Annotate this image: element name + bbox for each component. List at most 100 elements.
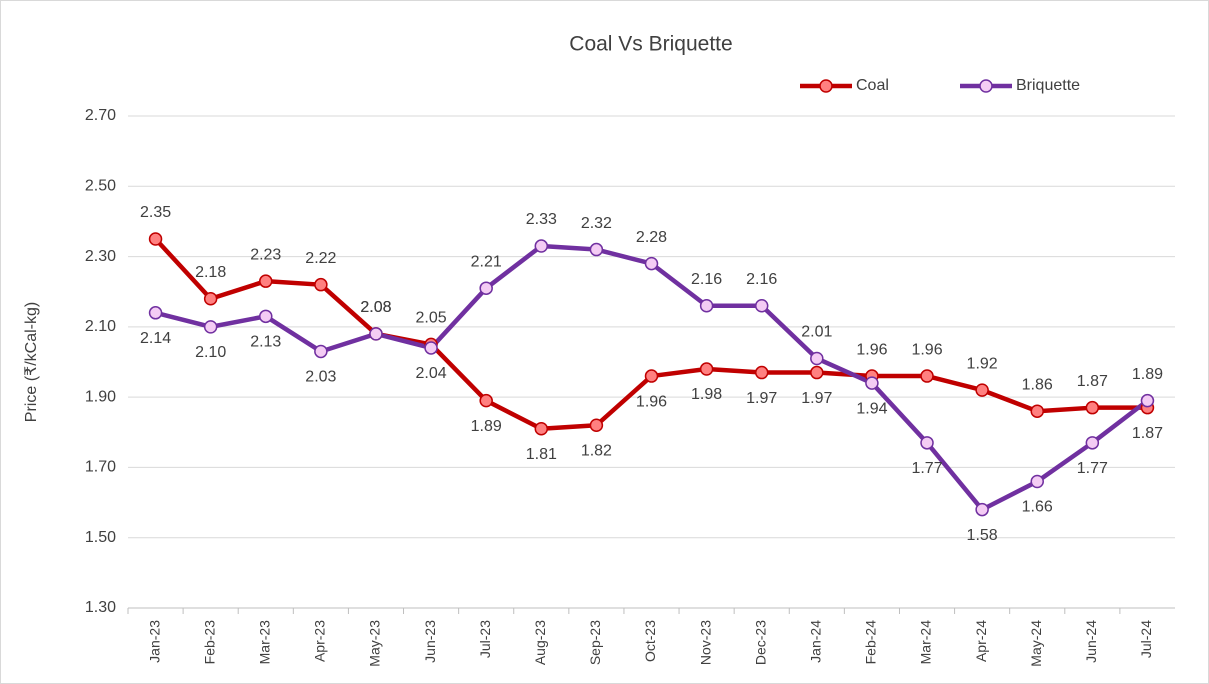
data-label: 1.89	[471, 418, 502, 435]
marker	[975, 502, 989, 517]
x-tick-label: Mar-23	[256, 620, 272, 665]
data-label: 2.08	[360, 299, 391, 316]
data-label: 1.87	[1132, 425, 1163, 442]
marker	[259, 274, 273, 288]
marker	[920, 369, 934, 383]
marker	[810, 351, 824, 366]
x-tick-label: Dec-23	[752, 620, 768, 665]
marker	[589, 242, 604, 257]
data-label: 2.13	[250, 334, 281, 351]
marker	[1030, 474, 1044, 489]
data-label: 2.08	[360, 299, 391, 316]
data-label: 2.35	[140, 204, 171, 221]
data-label: 1.94	[856, 400, 887, 417]
data-label: 1.77	[911, 460, 942, 477]
marker	[369, 327, 383, 341]
x-tick-label: Aug-23	[532, 620, 548, 665]
marker	[259, 309, 273, 324]
x-tick-label: Jan-24	[808, 620, 824, 663]
y-tick-label: 2.50	[85, 178, 116, 195]
marker	[699, 299, 714, 313]
data-label: 1.98	[691, 386, 722, 403]
x-tick-label: Jul-24	[1138, 620, 1154, 658]
data-label: 1.92	[967, 355, 998, 372]
y-tick-label: 1.90	[85, 388, 116, 405]
data-label: 2.16	[691, 271, 722, 288]
data-label: 2.28	[636, 229, 667, 246]
data-label: 1.96	[856, 341, 887, 358]
data-label: 2.21	[471, 253, 502, 270]
marker	[534, 239, 549, 253]
marker	[148, 306, 163, 320]
legend-label: Coal	[856, 77, 889, 94]
marker	[754, 365, 769, 380]
x-tick-label: Feb-24	[863, 620, 879, 665]
data-label: 1.97	[801, 390, 832, 407]
x-tick-label: Jun-23	[422, 620, 438, 663]
x-tick-label: Apr-24	[973, 620, 989, 662]
marker	[424, 341, 438, 355]
legend-marker	[819, 79, 833, 93]
data-label: 1.97	[746, 390, 777, 407]
data-label: 1.77	[1077, 460, 1108, 477]
data-label: 2.32	[581, 215, 612, 232]
data-label: 2.33	[526, 211, 557, 228]
chart-title: Coal Vs Briquette	[569, 33, 732, 56]
marker	[810, 365, 824, 380]
x-tick-label: Jan-23	[146, 620, 162, 663]
data-label: 2.18	[195, 264, 226, 281]
marker	[203, 320, 218, 334]
data-label: 1.87	[1077, 373, 1108, 390]
data-label: 1.86	[1022, 376, 1053, 393]
marker	[644, 369, 659, 383]
x-tick-label: May-23	[367, 620, 383, 667]
data-label: 1.96	[636, 393, 667, 410]
marker	[203, 291, 218, 306]
legend-label: Briquette	[1016, 77, 1080, 94]
data-label: 1.96	[911, 341, 942, 358]
x-tick-label: Nov-23	[697, 620, 713, 665]
x-tick-label: Feb-23	[201, 620, 217, 665]
x-tick-label: May-24	[1028, 620, 1044, 667]
x-tick-label: Sep-23	[587, 620, 603, 665]
marker	[865, 376, 879, 390]
marker	[920, 436, 934, 450]
y-tick-label: 2.10	[85, 318, 116, 335]
y-tick-label: 1.50	[85, 529, 116, 546]
x-tick-label: Oct-23	[642, 620, 658, 662]
data-label: 2.16	[746, 271, 777, 288]
data-label: 2.03	[305, 369, 336, 386]
marker	[589, 418, 604, 433]
data-label: 2.01	[801, 324, 832, 341]
marker	[479, 393, 493, 408]
data-label: 1.66	[1022, 499, 1053, 516]
marker	[479, 281, 493, 295]
marker	[975, 383, 989, 397]
data-label: 2.04	[416, 365, 447, 382]
data-label: 1.89	[1132, 366, 1163, 383]
marker	[1140, 393, 1155, 408]
x-tick-label: Mar-24	[918, 620, 934, 665]
marker	[314, 344, 328, 359]
marker	[1085, 436, 1100, 450]
x-tick-label: Jun-24	[1083, 620, 1099, 663]
data-label: 2.23	[250, 246, 281, 263]
marker	[1085, 400, 1100, 415]
data-label: 2.14	[140, 330, 171, 347]
data-label: 2.05	[416, 310, 447, 327]
marker	[534, 422, 549, 436]
data-label: 1.58	[967, 527, 998, 544]
x-tick-label: Apr-23	[312, 620, 328, 662]
marker	[644, 256, 659, 271]
y-tick-label: 2.70	[85, 107, 116, 124]
y-tick-label: 1.70	[85, 459, 116, 476]
y-tick-label: 2.30	[85, 248, 116, 265]
y-tick-label: 1.30	[85, 599, 116, 616]
marker	[699, 362, 714, 376]
marker	[1030, 404, 1044, 418]
marker	[148, 232, 163, 246]
marker	[754, 299, 769, 313]
data-label: 2.22	[305, 250, 336, 267]
